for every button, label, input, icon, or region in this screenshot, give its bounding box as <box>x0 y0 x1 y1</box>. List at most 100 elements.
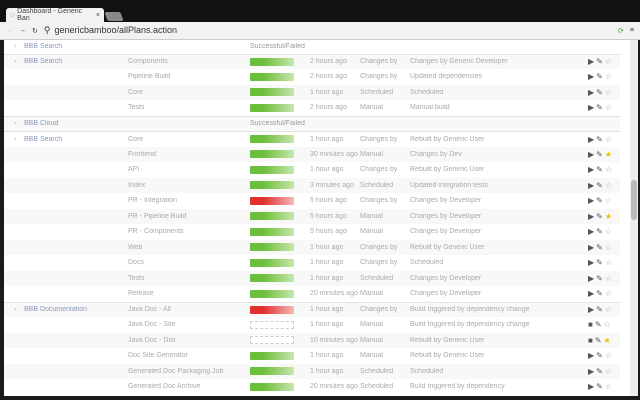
favourite-star-icon[interactable]: ☆ <box>604 242 613 252</box>
expand-toggle-icon[interactable]: › <box>14 58 17 65</box>
run-icon[interactable]: ▶ <box>588 165 595 174</box>
run-icon[interactable]: ▶ <box>588 242 595 252</box>
run-icon[interactable]: ▶ <box>588 273 595 283</box>
build-status-success[interactable] <box>250 367 294 375</box>
build-status-success[interactable] <box>250 382 294 391</box>
edit-icon[interactable]: ✎ <box>596 382 603 391</box>
edit-icon[interactable]: ✎ <box>596 211 603 221</box>
plan-name[interactable]: Java Doc - Dist <box>128 336 176 344</box>
favourite-star-icon[interactable]: ☆ <box>604 273 613 283</box>
forward-icon[interactable]: → <box>19 27 26 34</box>
plan-name[interactable]: PR - Integration <box>128 197 178 204</box>
plan-name[interactable]: Index <box>128 181 146 189</box>
stop-icon[interactable]: ■ <box>588 335 593 345</box>
expand-toggle-icon[interactable]: › <box>14 120 17 127</box>
back-icon[interactable]: ← <box>6 27 13 34</box>
build-status-success[interactable] <box>250 181 294 189</box>
stop-icon[interactable]: ■ <box>588 320 593 329</box>
edit-icon[interactable]: ✎ <box>596 366 603 376</box>
favourite-star-icon[interactable]: ☆ <box>604 382 613 391</box>
project-name[interactable]: BBB Search <box>24 58 63 65</box>
build-status-unknown[interactable] <box>250 336 294 344</box>
favourite-star-icon[interactable]: ☆ <box>604 165 613 174</box>
favourite-star-icon[interactable]: ☆ <box>603 320 611 329</box>
build-status-success[interactable] <box>250 135 294 143</box>
edit-icon[interactable]: ✎ <box>596 165 603 174</box>
run-icon[interactable]: ▶ <box>588 351 595 360</box>
favourite-star-icon[interactable]: ☆ <box>604 289 613 298</box>
favourite-star-icon[interactable]: ☆ <box>604 305 613 314</box>
favourite-star-icon[interactable]: ☆ <box>604 351 613 360</box>
plan-name[interactable]: Generated Doc Packaging Job <box>128 367 224 375</box>
project-name[interactable]: BBB Cloud <box>24 120 59 127</box>
run-icon[interactable]: ▶ <box>588 366 595 376</box>
plan-name[interactable]: Docs <box>128 259 144 266</box>
project-name[interactable]: BBB Search <box>24 42 63 50</box>
build-status-success[interactable] <box>250 243 294 251</box>
plan-name[interactable]: Pipeline Build <box>128 73 171 80</box>
favourite-star-icon[interactable]: ★ <box>604 149 613 159</box>
plan-name[interactable]: Tests <box>128 104 145 111</box>
expand-toggle-icon[interactable]: › <box>14 135 17 143</box>
plan-name[interactable]: Frontend <box>128 150 157 158</box>
favourite-star-icon[interactable]: ☆ <box>604 227 613 236</box>
run-icon[interactable]: ▶ <box>588 289 595 298</box>
edit-icon[interactable]: ✎ <box>596 227 603 236</box>
reload-icon[interactable]: ↻ <box>32 27 38 35</box>
run-icon[interactable]: ▶ <box>588 149 595 159</box>
build-status-success[interactable] <box>250 57 294 66</box>
menu-icon[interactable]: ≡ <box>629 27 634 34</box>
plan-name[interactable]: Core <box>128 135 144 143</box>
close-tab-icon[interactable]: × <box>95 11 100 19</box>
plan-name[interactable]: API <box>128 166 140 173</box>
favourite-star-icon[interactable]: ☆ <box>604 87 613 97</box>
favourite-star-icon[interactable]: ☆ <box>604 134 613 144</box>
edit-icon[interactable]: ✎ <box>596 258 603 267</box>
edit-icon[interactable]: ✎ <box>594 335 602 345</box>
run-icon[interactable]: ▶ <box>588 258 595 267</box>
run-icon[interactable]: ▶ <box>588 211 595 221</box>
edit-icon[interactable]: ✎ <box>596 242 603 252</box>
build-status-success[interactable] <box>250 258 294 267</box>
run-icon[interactable]: ▶ <box>588 72 595 81</box>
edit-icon[interactable]: ✎ <box>596 72 603 81</box>
plan-name[interactable]: Web <box>128 243 143 251</box>
run-icon[interactable]: ▶ <box>588 382 595 391</box>
run-icon[interactable]: ▶ <box>588 180 595 190</box>
edit-icon[interactable]: ✎ <box>596 273 603 283</box>
run-icon[interactable]: ▶ <box>588 134 595 144</box>
expand-toggle-icon[interactable]: › <box>14 42 17 50</box>
browser-tab[interactable]: ◌ Dashboard - Generic Ban × <box>6 8 104 22</box>
build-status-failed[interactable] <box>250 305 294 314</box>
favourite-star-icon[interactable]: ★ <box>604 211 613 221</box>
edit-icon[interactable]: ✎ <box>596 103 603 112</box>
plan-name[interactable]: Generated Doc Archive <box>128 383 201 390</box>
favourite-star-icon[interactable]: ★ <box>603 335 611 345</box>
build-status-success[interactable] <box>250 165 294 174</box>
favourite-star-icon[interactable]: ☆ <box>604 196 613 205</box>
build-status-success[interactable] <box>250 88 294 96</box>
project-name[interactable]: BBB Documentation <box>24 306 88 313</box>
build-status-success[interactable] <box>250 227 294 236</box>
run-icon[interactable]: ▶ <box>588 57 595 66</box>
run-icon[interactable]: ▶ <box>588 196 595 205</box>
edit-icon[interactable]: ✎ <box>596 57 603 66</box>
build-status-success[interactable] <box>250 103 294 112</box>
favourite-star-icon[interactable]: ☆ <box>604 57 613 66</box>
new-tab-button[interactable] <box>104 12 124 21</box>
plan-name[interactable]: Core <box>128 88 144 96</box>
edit-icon[interactable]: ✎ <box>596 87 603 97</box>
build-status-success[interactable] <box>250 289 294 298</box>
edit-icon[interactable]: ✎ <box>596 351 603 360</box>
project-name[interactable]: BBB Search <box>24 135 63 143</box>
plan-name[interactable]: Components <box>128 58 168 65</box>
edit-icon[interactable]: ✎ <box>596 149 603 159</box>
run-icon[interactable]: ▶ <box>588 227 595 236</box>
plan-name[interactable]: PR - Components <box>128 228 184 235</box>
build-status-success[interactable] <box>250 150 294 158</box>
extension-icon[interactable]: ⟳ <box>618 27 624 35</box>
plan-name[interactable]: Java Doc - Site <box>128 321 176 328</box>
run-icon[interactable]: ▶ <box>588 305 595 314</box>
favourite-star-icon[interactable]: ☆ <box>604 72 613 81</box>
edit-icon[interactable]: ✎ <box>596 289 603 298</box>
